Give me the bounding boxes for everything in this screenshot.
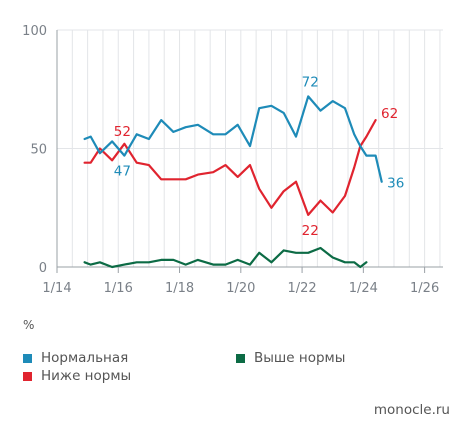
source-label: monocle.ru [373,402,450,418]
chart-axes: 0 50 100 1/14 1/16 1/18 1/20 1/22 1/24 1/26 [22,24,439,296]
legend-swatch-normal [23,353,32,363]
series-line-0 [83,95,383,183]
series-line-2 [83,246,368,269]
x-tick-label: 1/14 [42,281,71,296]
chart-data-labels: 47 72 36 52 22 62 [114,74,405,239]
x-tick-label: 1/20 [226,281,255,296]
y-tick-label: 100 [22,24,47,39]
legend-item-above: Выше нормы [236,350,345,366]
data-label: 52 [114,124,131,140]
x-tick-label: 1/18 [165,281,194,296]
legend-swatch-above [236,353,245,363]
x-tick-label: 1/16 [104,281,133,296]
data-label: 36 [387,176,404,192]
chart-grid [56,29,443,268]
data-label: 62 [381,106,398,122]
unit-label: % [23,318,35,332]
legend-label-normal: Нормальная [41,350,129,366]
legend-label-above: Выше нормы [254,350,346,366]
x-tick-label: 1/26 [410,281,439,296]
y-tick-label: 50 [30,143,47,158]
legend-label-below: Ниже нормы [41,368,132,384]
data-label: 47 [114,164,131,180]
x-tick-label: 1/22 [287,281,316,296]
chart-series [83,95,383,269]
legend-swatch-below [23,371,32,381]
line-chart: 0 50 100 1/14 1/16 1/18 1/20 1/22 1/24 1/26 47 72 3… [22,24,443,296]
x-tick-label: 1/24 [349,281,378,296]
data-label: 72 [302,74,319,90]
legend-item-normal: Нормальная [23,350,128,366]
data-label: 22 [302,223,319,239]
legend-item-below: Ниже нормы [23,368,131,384]
y-tick-label: 0 [39,261,47,276]
